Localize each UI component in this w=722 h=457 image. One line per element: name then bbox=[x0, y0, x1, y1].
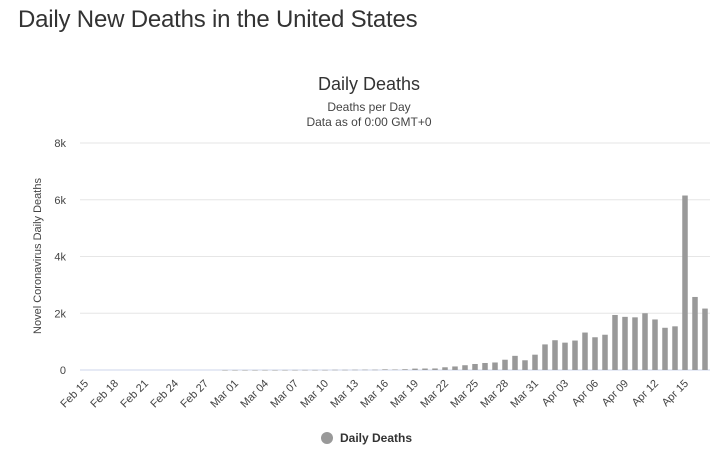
bar[interactable] bbox=[572, 340, 578, 370]
bar[interactable] bbox=[262, 369, 268, 371]
bar[interactable] bbox=[222, 369, 228, 371]
bar[interactable] bbox=[662, 327, 668, 370]
bar[interactable] bbox=[282, 369, 288, 371]
bar[interactable] bbox=[502, 359, 508, 370]
bar[interactable] bbox=[252, 369, 258, 371]
bar[interactable] bbox=[482, 362, 488, 370]
bar[interactable] bbox=[692, 296, 698, 370]
bar[interactable] bbox=[682, 195, 688, 370]
bar[interactable] bbox=[332, 369, 338, 371]
bar[interactable] bbox=[372, 369, 378, 371]
bar[interactable] bbox=[412, 368, 418, 370]
bar[interactable] bbox=[602, 334, 608, 370]
bar[interactable] bbox=[622, 316, 628, 370]
bar[interactable] bbox=[522, 360, 528, 370]
bar[interactable] bbox=[342, 369, 348, 371]
page-title: Daily New Deaths in the United States bbox=[18, 6, 418, 33]
bar[interactable] bbox=[652, 319, 658, 370]
x-tick-label: Mar 25 bbox=[448, 378, 481, 411]
bars bbox=[222, 195, 708, 371]
chart-subtitle-1: Deaths per Day bbox=[327, 100, 410, 114]
bar[interactable] bbox=[702, 308, 708, 370]
bar[interactable] bbox=[452, 366, 458, 370]
bar[interactable] bbox=[562, 342, 568, 370]
x-tick-label: Feb 15 bbox=[58, 378, 91, 411]
bar[interactable] bbox=[442, 367, 448, 370]
x-tick-label: Apr 06 bbox=[570, 378, 601, 409]
bar[interactable] bbox=[392, 369, 398, 371]
bar[interactable] bbox=[592, 337, 598, 370]
x-tick-label: Feb 27 bbox=[178, 378, 211, 411]
bar[interactable] bbox=[542, 344, 548, 370]
y-tick-label: 6k bbox=[54, 195, 66, 207]
bar[interactable] bbox=[322, 369, 328, 371]
y-tick-label: 2k bbox=[54, 308, 66, 320]
chart-subtitle-2: Data as of 0:00 GMT+0 bbox=[306, 115, 431, 129]
bar[interactable] bbox=[462, 365, 468, 370]
x-tick-label: Mar 13 bbox=[328, 378, 361, 411]
x-tick-label: Feb 18 bbox=[88, 378, 121, 411]
bar[interactable] bbox=[382, 369, 388, 370]
bar[interactable] bbox=[632, 317, 638, 370]
bar[interactable] bbox=[362, 369, 368, 371]
legend-swatch bbox=[321, 432, 333, 444]
x-tick-label: Mar 31 bbox=[508, 378, 541, 411]
y-axis-title: Novel Coronavirus Daily Deaths bbox=[32, 178, 44, 334]
bar[interactable] bbox=[492, 362, 498, 370]
bar[interactable] bbox=[582, 332, 588, 370]
bar[interactable] bbox=[272, 369, 278, 371]
x-tick-label: Apr 09 bbox=[600, 378, 631, 409]
bar[interactable] bbox=[432, 368, 438, 370]
bar[interactable] bbox=[232, 369, 238, 371]
x-tick-label: Mar 28 bbox=[478, 378, 511, 411]
chart-title: Daily Deaths bbox=[318, 74, 420, 94]
x-tick-label: Mar 22 bbox=[418, 378, 451, 411]
legend-label: Daily Deaths bbox=[340, 431, 412, 445]
x-tick-label: Mar 16 bbox=[358, 378, 391, 411]
y-tick-label: 0 bbox=[60, 365, 66, 377]
bar[interactable] bbox=[242, 369, 248, 371]
y-tick-label: 4k bbox=[54, 252, 66, 264]
bar[interactable] bbox=[312, 369, 318, 371]
bar[interactable] bbox=[642, 313, 648, 370]
x-tick-label: Apr 15 bbox=[660, 378, 691, 409]
x-tick-label: Feb 21 bbox=[118, 378, 151, 411]
legend[interactable]: Daily Deaths bbox=[321, 431, 412, 445]
bar[interactable] bbox=[612, 314, 618, 370]
bar[interactable] bbox=[532, 354, 538, 370]
x-tick-label: Apr 03 bbox=[540, 378, 571, 409]
bar[interactable] bbox=[672, 326, 678, 370]
x-tick-label: Mar 07 bbox=[268, 378, 301, 411]
x-tick-label: Apr 12 bbox=[630, 378, 661, 409]
bar[interactable] bbox=[422, 368, 428, 370]
x-tick-label: Feb 24 bbox=[148, 378, 181, 411]
bar[interactable] bbox=[292, 369, 298, 371]
y-tick-label: 8k bbox=[54, 138, 66, 150]
y-axis-ticks: 0 2k 4k 6k 8k bbox=[54, 138, 66, 377]
x-tick-label: Mar 01 bbox=[208, 378, 241, 411]
bar[interactable] bbox=[302, 369, 308, 371]
bar[interactable] bbox=[552, 340, 558, 370]
bar[interactable] bbox=[512, 355, 518, 370]
bar[interactable] bbox=[472, 363, 478, 370]
x-tick-label: Mar 19 bbox=[388, 378, 421, 411]
x-tick-label: Mar 10 bbox=[298, 378, 331, 411]
bar[interactable] bbox=[402, 369, 408, 370]
x-tick-label: Mar 04 bbox=[238, 378, 271, 411]
bar[interactable] bbox=[352, 369, 358, 371]
